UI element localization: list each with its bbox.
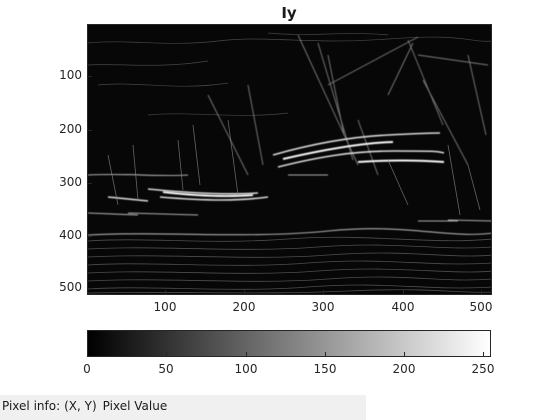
y-tick-label: 400 xyxy=(59,228,82,242)
colorbar-tick-label: 50 xyxy=(158,362,174,376)
x-tick-label: 500 xyxy=(469,300,493,314)
x-tick-label: 400 xyxy=(391,300,415,314)
x-tick-mark xyxy=(323,290,324,294)
colorbar-tick-label: 200 xyxy=(392,362,416,376)
x-tick-mark xyxy=(165,290,166,294)
pixel-info-coords: (X, Y) xyxy=(64,399,97,413)
x-tick-label: 300 xyxy=(311,300,335,314)
y-tick-mark xyxy=(88,183,92,184)
y-tick-mark xyxy=(88,236,92,237)
y-tick-label: 100 xyxy=(59,68,82,82)
y-tick-label: 200 xyxy=(59,122,82,136)
pixel-info-statusbar: Pixel info: (X, Y) Pixel Value xyxy=(0,395,366,420)
y-tick-mark xyxy=(88,288,92,289)
colorbar-tick-mark xyxy=(404,352,405,356)
colorbar-tick-mark xyxy=(87,352,88,356)
colorbar-tick-mark xyxy=(483,352,484,356)
gradient-image xyxy=(88,25,491,294)
x-tick-mark xyxy=(244,290,245,294)
x-tick-label: 200 xyxy=(232,300,256,314)
y-tick-label: 300 xyxy=(59,175,82,189)
x-tick-mark xyxy=(481,290,482,294)
y-tick-mark xyxy=(88,130,92,131)
colorbar[interactable] xyxy=(87,330,491,357)
x-tick-label: 100 xyxy=(153,300,177,314)
pixel-value-label: Pixel Value xyxy=(102,399,168,413)
plot-title: Iy xyxy=(281,4,297,22)
y-tick-mark xyxy=(88,76,92,77)
colorbar-tick-label: 100 xyxy=(234,362,258,376)
colorbar-tick-mark xyxy=(246,352,247,356)
colorbar-tick-mark xyxy=(325,352,326,356)
colorbar-tick-label: 250 xyxy=(471,362,495,376)
image-axes[interactable] xyxy=(87,24,492,295)
pixel-info-label: Pixel info: xyxy=(2,399,61,413)
colorbar-tick-label: 150 xyxy=(313,362,337,376)
x-tick-mark xyxy=(403,290,404,294)
colorbar-tick-label: 0 xyxy=(83,362,91,376)
y-tick-label: 500 xyxy=(59,280,82,294)
colorbar-tick-mark xyxy=(166,352,167,356)
